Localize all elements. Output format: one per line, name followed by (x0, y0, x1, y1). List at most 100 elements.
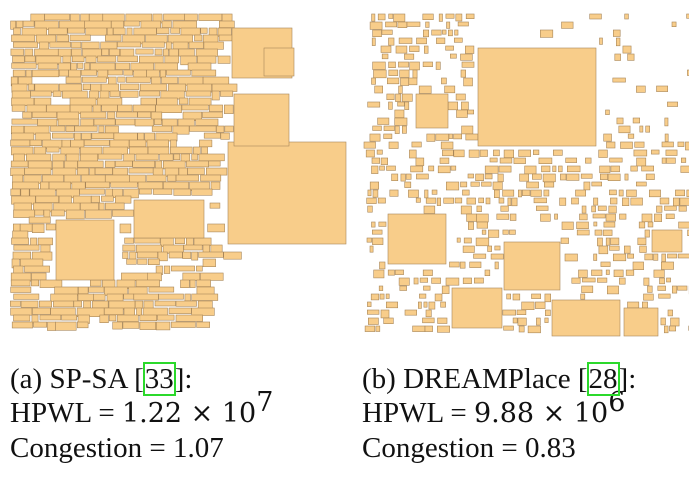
macro-block (182, 251, 192, 259)
citation-link-28[interactable]: 28 (586, 362, 620, 396)
caption-a-title: (a) SP-SA [33]: (10, 362, 193, 396)
macro-block (152, 167, 164, 176)
macro-block (187, 62, 212, 71)
macro-block (139, 90, 160, 97)
macro-block (180, 27, 201, 36)
macro-block (139, 314, 158, 321)
std-cell-block (524, 165, 537, 175)
macro-block (92, 300, 109, 309)
macro-block (81, 132, 92, 140)
std-cell-block (398, 85, 403, 94)
std-cell-block (445, 277, 460, 286)
std-cell-block (677, 141, 685, 147)
macro-block (136, 244, 162, 253)
macro-block (116, 111, 138, 118)
std-cell-block (626, 189, 637, 197)
macro-block (53, 300, 74, 308)
std-cell-block (394, 117, 408, 126)
macro-block (37, 237, 53, 246)
macro-block (19, 258, 44, 267)
macro-block (134, 300, 144, 309)
std-cell-block (526, 181, 539, 189)
macro-block (10, 167, 25, 176)
macro-block (100, 41, 118, 50)
std-cell-block (476, 205, 482, 212)
macro-block (126, 76, 151, 83)
std-cell-block (597, 205, 607, 211)
std-cell-block (383, 133, 393, 139)
citation-link-33[interactable]: 33 (142, 362, 176, 396)
std-cell-block (369, 181, 379, 190)
macro-block (122, 321, 140, 329)
std-cell-block (609, 157, 623, 163)
std-cell-block (576, 229, 590, 236)
macro-block (198, 251, 224, 258)
macro-block (123, 307, 135, 316)
std-cell-block (372, 125, 382, 131)
macro-block (79, 188, 105, 195)
std-cell-block (619, 213, 627, 220)
macro-block (45, 223, 56, 231)
std-cell-block (395, 45, 408, 54)
std-cell-block (463, 237, 472, 244)
std-cell-block (371, 13, 376, 22)
macro-block (10, 279, 31, 287)
macro-block (13, 314, 31, 322)
macro-block (40, 244, 51, 253)
hpwl-exponent-b: 6 (608, 387, 626, 418)
macro-block (117, 104, 133, 112)
std-cell-block (371, 37, 376, 46)
std-cell-block (612, 77, 626, 83)
std-cell-block (423, 29, 430, 38)
std-cell-block (580, 293, 586, 300)
macro-block (112, 321, 123, 330)
macro-block (77, 167, 90, 176)
macro-block (109, 90, 120, 97)
std-cell-block (380, 45, 392, 53)
std-cell-block (610, 197, 618, 205)
std-cell-block (415, 157, 425, 166)
macro-block (11, 34, 36, 42)
macro-block (81, 41, 100, 49)
std-cell-block (446, 21, 451, 29)
std-cell-block (383, 125, 395, 131)
std-cell-block (379, 165, 385, 171)
macro-block (83, 139, 110, 146)
macro-block (10, 20, 16, 30)
std-cell-block (400, 77, 409, 86)
hpwl-exponent-a: 7 (256, 387, 274, 418)
macro-block (199, 139, 213, 148)
macro-block (220, 90, 234, 97)
macro-block (35, 195, 59, 203)
macro-block (71, 181, 86, 190)
macro-block (34, 209, 44, 216)
macro-block-large (133, 199, 205, 239)
std-cell-block (594, 229, 603, 236)
std-cell-block (522, 189, 531, 196)
std-cell-block (363, 141, 376, 149)
macro-block (170, 321, 196, 328)
std-cell-block (602, 229, 613, 236)
std-cell-block (560, 173, 567, 181)
macro-block (171, 265, 195, 272)
std-cell-block (386, 77, 400, 85)
macro-block-large (551, 299, 621, 337)
std-cell-block (467, 173, 474, 179)
macro-block (50, 125, 66, 132)
macro-block (139, 321, 156, 330)
macro-block (58, 20, 85, 29)
macro-block (154, 118, 162, 125)
macro-block (188, 97, 212, 106)
std-cell-block (637, 237, 647, 245)
macro-block (184, 13, 198, 21)
macro-block (19, 223, 33, 232)
std-cell-block (377, 117, 390, 125)
macro-block (24, 48, 34, 56)
macro-block (173, 188, 191, 196)
std-cell-block (487, 245, 493, 252)
std-cell-block (494, 245, 501, 251)
std-cell-block (535, 301, 546, 309)
std-cell-block (388, 37, 395, 46)
macro-block (196, 286, 215, 295)
macro-block (10, 300, 21, 307)
